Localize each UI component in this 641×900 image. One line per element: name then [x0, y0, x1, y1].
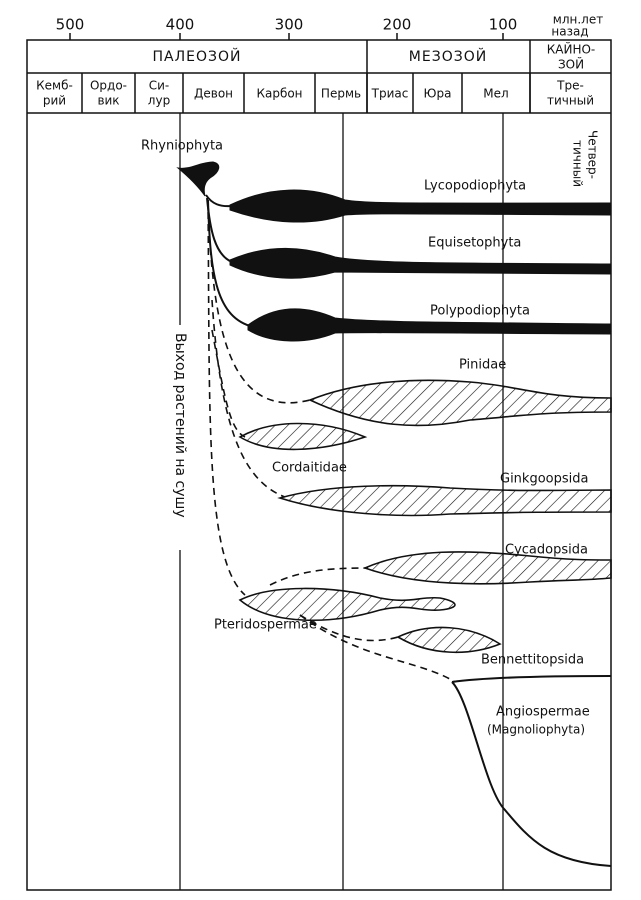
axis-tick-label: 400	[166, 16, 195, 34]
pteridospermae-shape	[238, 587, 456, 622]
period-label: Юра	[424, 87, 452, 101]
taxon-label: Bennettitopsida	[481, 653, 584, 668]
period-label: Карбон	[256, 87, 302, 101]
era-label: ПАЛЕОЗОЙ	[153, 47, 242, 65]
stem	[207, 199, 251, 327]
dashed-stem	[211, 329, 246, 438]
periods: Кемб-рий Ордо-вик Си-лур Девон Карбон Пермь Тр…	[36, 79, 594, 108]
dashed-stem	[299, 614, 456, 683]
era-label: ЗОЙ	[558, 57, 584, 72]
unit-label: назад	[551, 25, 588, 39]
period-label: лур	[148, 94, 170, 108]
bennettitopsida-shape	[396, 626, 502, 654]
quaternary-label: Четвер-	[586, 130, 600, 179]
dashed-stem	[207, 199, 246, 596]
taxon-label: Lycopodiophyta	[424, 179, 526, 194]
taxon-label: Cycadopsida	[505, 543, 588, 558]
equisetophyta-shape	[229, 247, 612, 279]
cycadopsida-shape	[362, 551, 612, 585]
period-label: Ордо-	[90, 79, 127, 93]
taxon-label: (Magnoliophyta)	[487, 723, 585, 737]
taxon-label: Ginkgoopsida	[500, 472, 588, 487]
era-label: МЕЗОЗОЙ	[409, 47, 487, 65]
dashed-stem	[269, 567, 369, 586]
taxon-label: Angiospermae	[496, 705, 590, 720]
axis-tick-label: 300	[275, 16, 304, 34]
pinidae-shape	[307, 379, 612, 427]
period-label: Девон	[194, 87, 233, 101]
period-label: Пермь	[321, 87, 361, 101]
axis-ticks: 500 400 300 200 100	[56, 16, 518, 40]
angiosperm-stem	[451, 681, 612, 867]
taxon-label: Equisetophyta	[428, 236, 521, 251]
taxon-label: Pteridospermae	[214, 618, 317, 633]
axis-tick-label: 100	[489, 16, 518, 34]
axis-tick-label: 500	[56, 16, 85, 34]
period-label: Тре-	[556, 79, 584, 93]
taxon-label: Polypodiophyta	[430, 304, 530, 319]
period-dividers	[81, 73, 531, 113]
dashed-stem	[299, 614, 399, 642]
dashed-stem	[207, 199, 311, 404]
taxon-label: Rhyniophyta	[141, 139, 223, 154]
polypodiophyta-shape	[247, 308, 612, 342]
ginkgoopsida-shape	[277, 484, 612, 517]
unit-label: млн.лет	[553, 13, 603, 27]
dashed-stem	[211, 299, 286, 498]
frame	[26, 39, 612, 891]
rhyniophyta-shape	[176, 161, 220, 197]
period-label: тичный	[547, 94, 594, 108]
annotation: Выход растений на сушу	[172, 333, 188, 518]
lycopodiophyta-shape	[229, 189, 612, 223]
axis-tick-label: 200	[383, 16, 412, 34]
stem	[205, 194, 233, 208]
period-label: Кемб-	[36, 79, 73, 93]
period-label: вик	[97, 94, 119, 108]
taxon-label: Cordaitidae	[272, 461, 347, 476]
taxon-label: Pinidae	[459, 358, 506, 373]
cordaitidae-shape	[238, 422, 368, 451]
period-label: Триас	[371, 87, 409, 101]
period-label: Мел	[483, 87, 508, 101]
period-label: рий	[43, 94, 66, 108]
period-label: Си-	[149, 79, 170, 93]
angiosperm-stem	[451, 675, 612, 683]
quaternary-label: тичный	[571, 140, 585, 187]
era-label: КАЙНО-	[547, 42, 596, 57]
